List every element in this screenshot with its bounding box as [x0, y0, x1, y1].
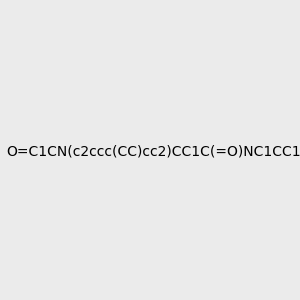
Text: O=C1CN(c2ccc(CC)cc2)CC1C(=O)NC1CC1: O=C1CN(c2ccc(CC)cc2)CC1C(=O)NC1CC1 — [6, 145, 300, 158]
